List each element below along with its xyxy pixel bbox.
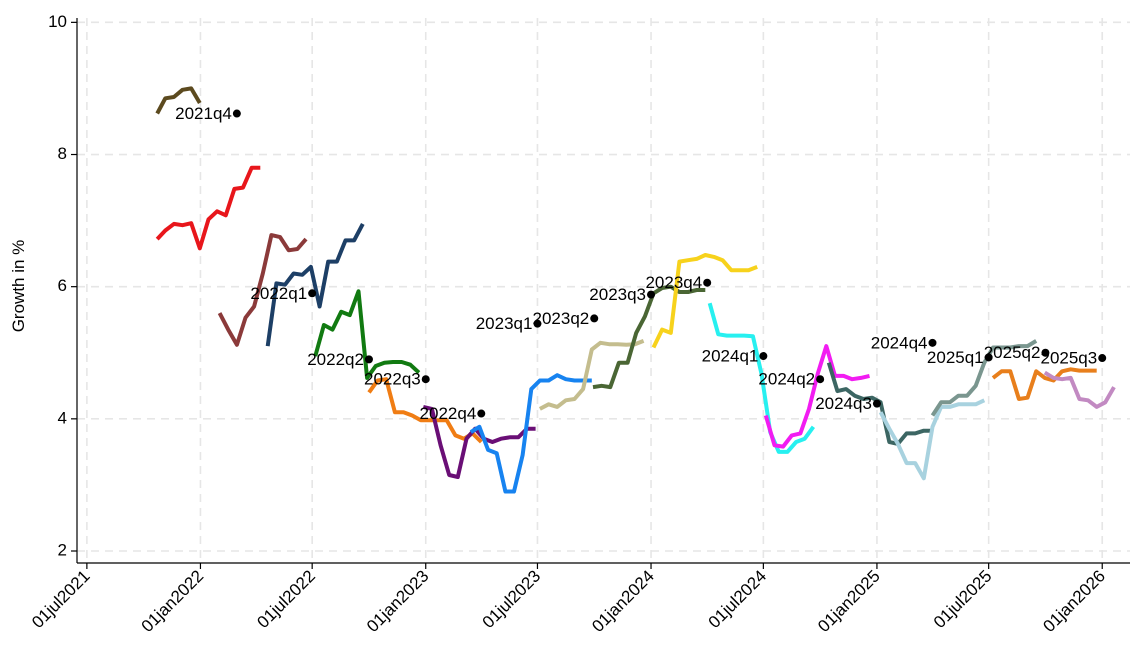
marker-dot [533,319,542,328]
series-line-0 [155,86,202,115]
x-tick-label: 01jan2026 [1039,566,1109,636]
marker-label: 2022q1 [250,284,307,303]
x-tick-label: 01jan2022 [138,566,208,636]
marker-label: 2023q3 [589,285,646,304]
marker-dot [1041,348,1050,357]
marker-label: 2023q4 [645,273,702,292]
y-tick-label: 4 [58,408,67,427]
marker-dot [477,409,486,418]
marker-dot [647,290,656,299]
series-group [155,86,1116,494]
marker-label: 2024q3 [815,394,872,413]
series-line-8 [538,339,645,411]
series-line-14 [878,398,986,481]
marker-label: 2025q3 [1040,349,1097,368]
y-tick-label: 2 [58,540,67,559]
grid-lines [77,18,1130,563]
marker-label: 2023q1 [476,314,533,333]
marker-dot [703,278,712,287]
marker-label: 2021q4 [175,104,232,123]
marker-label: 2022q4 [420,404,477,423]
x-tick-label: 01jan2024 [588,566,658,636]
series-line-12 [763,344,870,449]
x-tick-label: 01jul2022 [253,566,319,632]
series-line-2 [217,233,308,347]
marker-dot [308,289,317,298]
series-line-11 [707,302,816,454]
marker-label: 2024q2 [758,370,815,389]
x-tick-label: 01jul2021 [28,566,94,632]
series-line-17 [1043,370,1116,409]
marker-label: 2024q1 [702,347,759,366]
y-axis-ticks: 2 4 6 8 10 [48,12,77,559]
series-line-16 [991,367,1097,401]
marker-dot [872,399,881,408]
marker-label: 2025q2 [984,343,1041,362]
marker-label: 2022q3 [364,370,421,389]
x-tick-label: 01jan2025 [814,566,884,636]
series-line-15 [930,339,1038,417]
series-line-1 [155,165,261,251]
series-line-6 [422,404,536,479]
marker-label: 2024q4 [871,333,928,352]
x-tick-label: 01jul2025 [930,566,996,632]
x-tick-label: 01jul2023 [479,566,545,632]
marker-label: 2022q2 [307,350,364,369]
series-line-5 [367,377,483,444]
series-line-7 [469,373,592,494]
marker-dot [590,314,599,323]
marker-dot [364,355,373,364]
marker-dot [984,353,993,362]
marker-dot [421,375,430,384]
series-line-4 [313,289,421,380]
y-tick-label: 8 [58,144,67,163]
marker-dot [1098,354,1107,363]
marker-dot [816,375,825,384]
marker-dot [232,109,241,118]
y-tick-label: 6 [58,276,67,295]
series-line-3 [265,222,365,347]
series-line-9 [592,284,706,390]
y-tick-label: 10 [48,12,67,31]
x-tick-label: 01jan2023 [363,566,433,636]
axes [76,18,1130,564]
series-line-10 [651,253,758,349]
x-axis-ticks: 01jul2021 01jan2022 01jul2022 01jan2023 01ju… [28,563,1109,636]
marker-dot [759,352,768,361]
marker-label: 2025q1 [927,348,984,367]
x-tick-label: 01jul2024 [705,566,771,632]
marker-label: 2023q2 [533,309,590,328]
marker-dot [928,338,937,347]
y-axis-label: Growth in % [9,240,28,333]
